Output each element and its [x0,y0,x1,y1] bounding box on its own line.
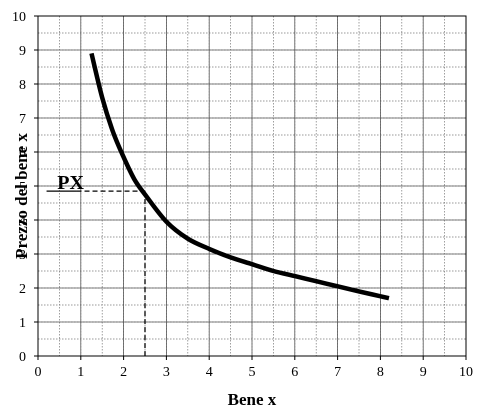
y-tick-label: 3 [19,248,26,263]
x-tick-label: 1 [77,365,84,380]
y-tick-label: 1 [19,316,26,331]
demand-curve [89,52,390,301]
series-layer [89,52,390,301]
y-tick-label: 10 [12,10,26,25]
x-axis-title: Bene x [228,390,277,409]
x-tick-label: 2 [120,365,127,380]
y-tick-label: 6 [19,146,26,161]
y-tick-label: 7 [19,112,26,127]
x-tick-label: 3 [163,365,170,380]
x-tick-label: 10 [459,365,473,380]
x-tick-label: 5 [249,365,256,380]
px-annotation: PX [57,172,84,194]
x-tick-label: 0 [35,365,42,380]
x-tick-label: 6 [291,365,298,380]
x-tick-label: 9 [420,365,427,380]
y-tick-label: 5 [19,180,26,195]
y-tick-label: 8 [19,78,26,93]
y-tick-label: 2 [19,282,26,297]
axes [34,15,467,360]
x-tick-label: 4 [206,365,213,380]
x-tick-label: 7 [334,365,341,380]
x-tick-labels: 0 1 2 3 4 5 6 7 8 9 10 [35,365,474,380]
y-axis-title: Prezzo del bene x [12,133,31,259]
px-guide-lines [46,190,146,356]
x-tick-label: 8 [377,365,384,380]
y-tick-label: 4 [19,214,26,229]
y-tick-label: 0 [19,350,26,365]
y-tick-label: 9 [19,44,26,59]
y-tick-labels: 0 1 2 3 4 5 6 7 8 9 10 [12,10,26,365]
